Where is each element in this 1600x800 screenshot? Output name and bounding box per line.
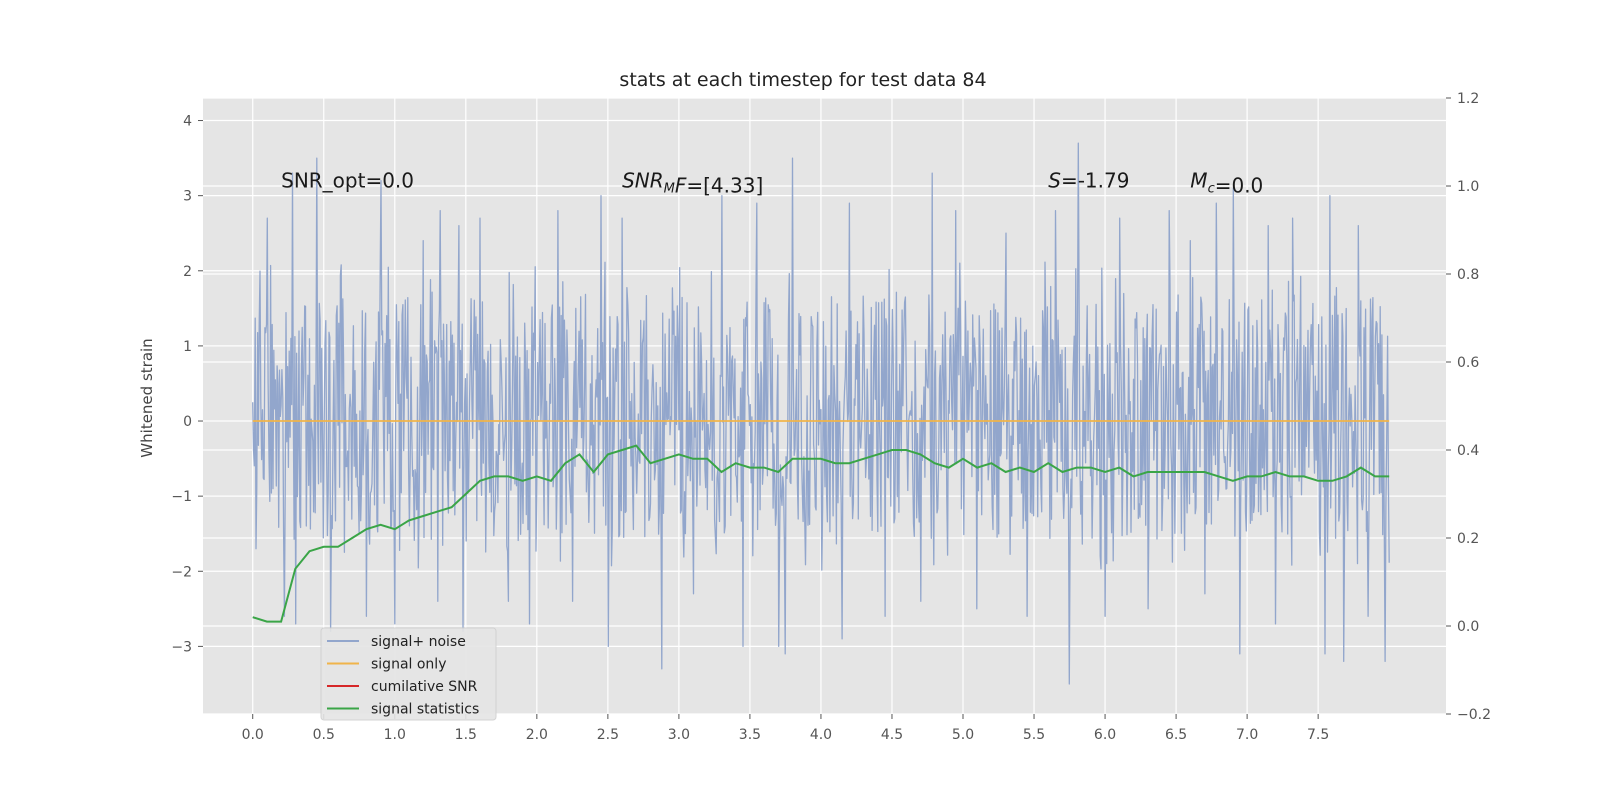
- annotation: Mc=0.0: [1190, 169, 1263, 198]
- x-tick-label: 0.5: [313, 727, 335, 743]
- annotations: SNR_opt=0.0 SNRMF=[4.33] S=-1.79 Mc=0.0: [281, 169, 1263, 198]
- annotation-sub: M: [664, 182, 675, 197]
- x-tick-label: 2.5: [597, 727, 619, 743]
- annotation-post: =-1.79: [1061, 169, 1130, 193]
- chart-title: stats at each timestep for test data 84: [619, 69, 986, 91]
- x-tick-label: 7.5: [1307, 727, 1329, 743]
- x-tick-label: 1.5: [455, 727, 477, 743]
- y2-tick-label: 0.2: [1457, 531, 1479, 547]
- y-axis-left: −3 −2 −1 0 1 2 3 4: [171, 114, 203, 655]
- y-tick-label: 3: [183, 189, 192, 205]
- series-signal-noise: [252, 142, 1390, 685]
- legend: signal+ noise signal only cumilative SNR si…: [320, 627, 497, 721]
- x-axis: 0.0 0.5 1.0 1.5 2.0 2.5 3.0 3.5 4.0 4.5 5.0 5.5 6.0 6…: [242, 714, 1329, 743]
- annotation-it2: F: [675, 174, 687, 198]
- x-tick-label: 4.0: [810, 727, 832, 743]
- x-tick-label: 0.0: [242, 727, 264, 743]
- y-tick-label: 2: [183, 264, 192, 280]
- annotation: SNR_opt=0.0: [281, 169, 414, 193]
- series-lines: [252, 420, 1390, 623]
- x-tick-label: 5.0: [952, 727, 974, 743]
- annotation-it: SNR: [622, 169, 664, 193]
- annotation-pre: SNR_opt=0.0: [281, 169, 414, 193]
- legend-label: signal+ noise: [371, 634, 466, 650]
- legend-label: signal only: [371, 657, 446, 673]
- x-tick-label: 3.5: [739, 727, 761, 743]
- y2-tick-label: 1.2: [1457, 91, 1479, 107]
- y-tick-label: −3: [171, 639, 192, 655]
- series-line-signal-statistics: [252, 444, 1390, 623]
- y-tick-label: 4: [183, 114, 192, 130]
- x-tick-label: 6.0: [1094, 727, 1116, 743]
- x-tick-label: 3.0: [668, 727, 690, 743]
- y2-tick-label: 0.0: [1457, 619, 1479, 635]
- annotation-it: M: [1190, 169, 1207, 193]
- y-tick-label: 0: [183, 414, 192, 430]
- annotation: S=-1.79: [1048, 169, 1129, 193]
- x-tick-label: 4.5: [881, 727, 903, 743]
- y2-tick-label: 0.6: [1457, 355, 1479, 371]
- x-tick-label: 6.5: [1165, 727, 1187, 743]
- x-tick-label: 5.5: [1023, 727, 1045, 743]
- x-tick-label: 7.0: [1236, 727, 1258, 743]
- annotation-post: =0.0: [1215, 174, 1264, 198]
- x-tick-label: 2.0: [526, 727, 548, 743]
- annotation-it: S: [1048, 169, 1061, 193]
- series-line-signal-noise: [252, 142, 1390, 685]
- y2-tick-label: 1.0: [1457, 179, 1479, 195]
- x-tick-label: 1.0: [384, 727, 406, 743]
- legend-box: [320, 627, 497, 721]
- y-tick-label: −2: [171, 564, 192, 580]
- legend-label: signal statistics: [371, 702, 479, 718]
- legend-label: cumilative SNR: [371, 679, 478, 695]
- y2-tick-label: −0.2: [1457, 707, 1491, 723]
- y-axis-right: −0.2 0.0 0.2 0.4 0.6 0.8 1.0 1.2: [1446, 91, 1491, 723]
- y-tick-label: 1: [183, 339, 192, 355]
- annotation-post: =[4.33]: [686, 174, 763, 198]
- annotation-sub: c: [1208, 182, 1215, 197]
- annotation: SNRMF=[4.33]: [622, 169, 763, 198]
- y-tick-label: −1: [171, 489, 192, 505]
- y2-tick-label: 0.8: [1457, 267, 1479, 283]
- y-axis-title: Whitened strain: [138, 338, 156, 457]
- y2-tick-label: 0.4: [1457, 443, 1479, 459]
